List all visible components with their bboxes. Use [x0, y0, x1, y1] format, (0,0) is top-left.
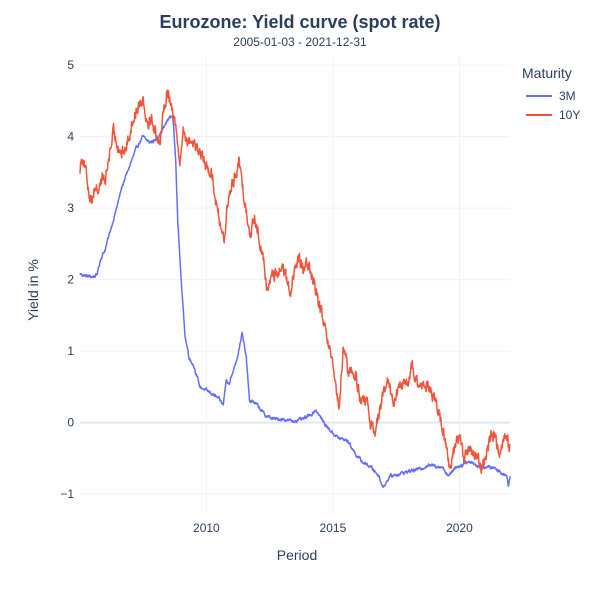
y-tick-label: 0 [67, 416, 74, 430]
legend-label-10y[interactable]: 10Y [559, 108, 580, 122]
x-tick-label: 2015 [320, 521, 347, 535]
y-tick-label: 3 [67, 201, 74, 215]
legend-title: Maturity [522, 65, 572, 81]
y-tick-label: 4 [67, 130, 74, 144]
x-tick-label: 2020 [446, 521, 473, 535]
chart-subtitle: 2005-01-03 - 2021-12-31 [233, 35, 367, 49]
series-lines [79, 89, 511, 489]
legend-label-3m[interactable]: 3M [559, 89, 576, 103]
y-tick-label: 5 [67, 58, 74, 72]
y-axis-title: Yield in % [25, 259, 41, 321]
y-tick-label: −1 [60, 487, 74, 501]
series-line-3m[interactable] [79, 114, 511, 489]
series-line-10y[interactable] [79, 89, 511, 475]
y-tick-label: 2 [67, 273, 74, 287]
x-axis-title: Period [277, 547, 317, 563]
chart-title: Eurozone: Yield curve (spot rate) [159, 12, 440, 32]
x-tick-label: 2010 [193, 521, 220, 535]
legend[interactable]: Maturity 3M 10Y [522, 65, 580, 122]
y-tick-label: 1 [67, 344, 74, 358]
axis-ticks: −1 0 1 2 3 4 5 2010 2015 2020 [60, 58, 473, 535]
